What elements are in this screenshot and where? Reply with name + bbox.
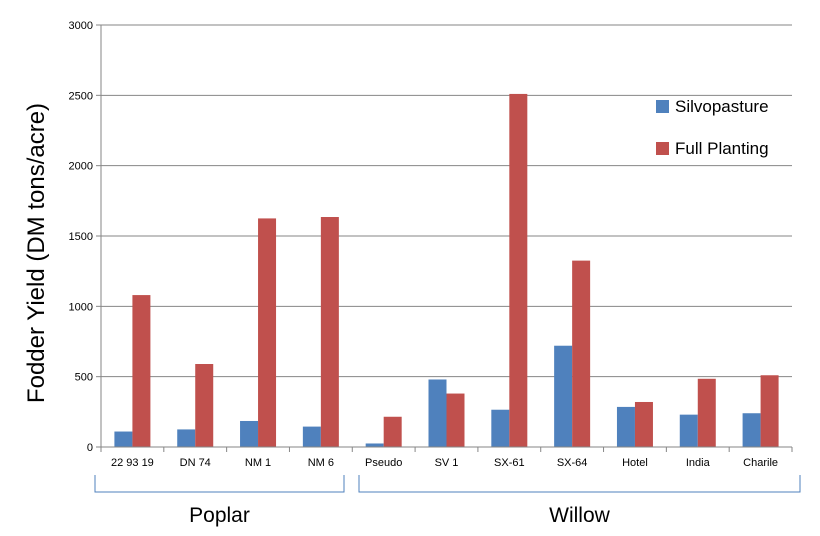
y-tick-label: 2000 xyxy=(69,161,93,173)
legend-swatch-full-planting xyxy=(656,142,669,155)
group-label-willow: Willow xyxy=(549,504,610,527)
y-tick-label: 1500 xyxy=(69,231,93,243)
gridlines xyxy=(101,24,792,378)
x-tick-label: DN 74 xyxy=(180,457,211,469)
bar-full-planting-22-93-19 xyxy=(132,295,151,447)
bar-full-planting-charile xyxy=(760,375,779,447)
y-tick-label: 1000 xyxy=(69,301,93,313)
x-tick-label: Hotel xyxy=(622,457,648,469)
bar-silvopasture-sv-1 xyxy=(428,379,447,447)
bar-full-planting-sv-1 xyxy=(446,393,465,447)
bars xyxy=(114,93,779,447)
bar-full-planting-india xyxy=(697,378,716,447)
y-tick-label: 500 xyxy=(75,372,93,384)
y-tick-label: 2500 xyxy=(69,90,93,102)
legend-swatch-silvopasture xyxy=(656,100,669,113)
legend-label-full-planting: Full Planting xyxy=(675,139,769,158)
legend: Silvopasture Full Planting xyxy=(656,97,769,158)
bar-full-planting-nm-6 xyxy=(320,217,339,447)
legend-label-silvopasture: Silvopasture xyxy=(675,97,769,116)
bar-silvopasture-india xyxy=(679,414,698,447)
bar-silvopasture-hotel xyxy=(616,406,635,447)
bar-silvopasture-sx-61 xyxy=(491,409,510,447)
bar-full-planting-nm-1 xyxy=(258,218,277,447)
bar-silvopasture-dn-74 xyxy=(177,429,196,447)
x-tick-label: Charile xyxy=(743,457,778,469)
y-tick-label: 0 xyxy=(87,442,93,454)
bracket-willow xyxy=(358,475,801,493)
bracket-poplar xyxy=(94,475,345,493)
x-tick-label: 22 93 19 xyxy=(111,457,154,469)
x-tick-label: SX-64 xyxy=(557,457,588,469)
x-axis-ticks: 22 93 19 DN 74 NM 1 NM 6 Pseudo SV 1 SX-61 SX-6… xyxy=(100,447,793,469)
x-tick-label: Pseudo xyxy=(365,457,402,469)
bar-full-planting-dn-74 xyxy=(195,364,214,447)
bar-full-planting-pseudo xyxy=(383,416,402,447)
bar-silvopasture-sx-64 xyxy=(554,345,573,447)
x-tick-label: SV 1 xyxy=(435,457,459,469)
bar-silvopasture-charile xyxy=(742,413,761,447)
bar-full-planting-hotel xyxy=(634,401,653,447)
bar-silvopasture-pseudo xyxy=(365,443,384,447)
x-tick-label: NM 6 xyxy=(308,457,334,469)
x-tick-label: SX-61 xyxy=(494,457,525,469)
y-axis-label: Fodder Yield (DM tons/acre) xyxy=(23,103,50,403)
bar-silvopasture-nm-6 xyxy=(302,426,321,447)
bar-full-planting-sx-61 xyxy=(509,93,528,447)
x-tick-label: India xyxy=(686,457,711,469)
bar-full-planting-sx-64 xyxy=(572,260,591,447)
category-groups: Poplar Willow xyxy=(94,475,801,527)
x-tick-label: NM 1 xyxy=(245,457,271,469)
y-axis-ticks: 0 500 1000 1500 2000 2500 3000 xyxy=(69,20,101,454)
group-label-poplar: Poplar xyxy=(189,504,250,527)
y-tick-label: 3000 xyxy=(69,20,93,32)
bar-silvopasture-nm-1 xyxy=(240,420,259,447)
bar-silvopasture-22-93-19 xyxy=(114,431,133,447)
